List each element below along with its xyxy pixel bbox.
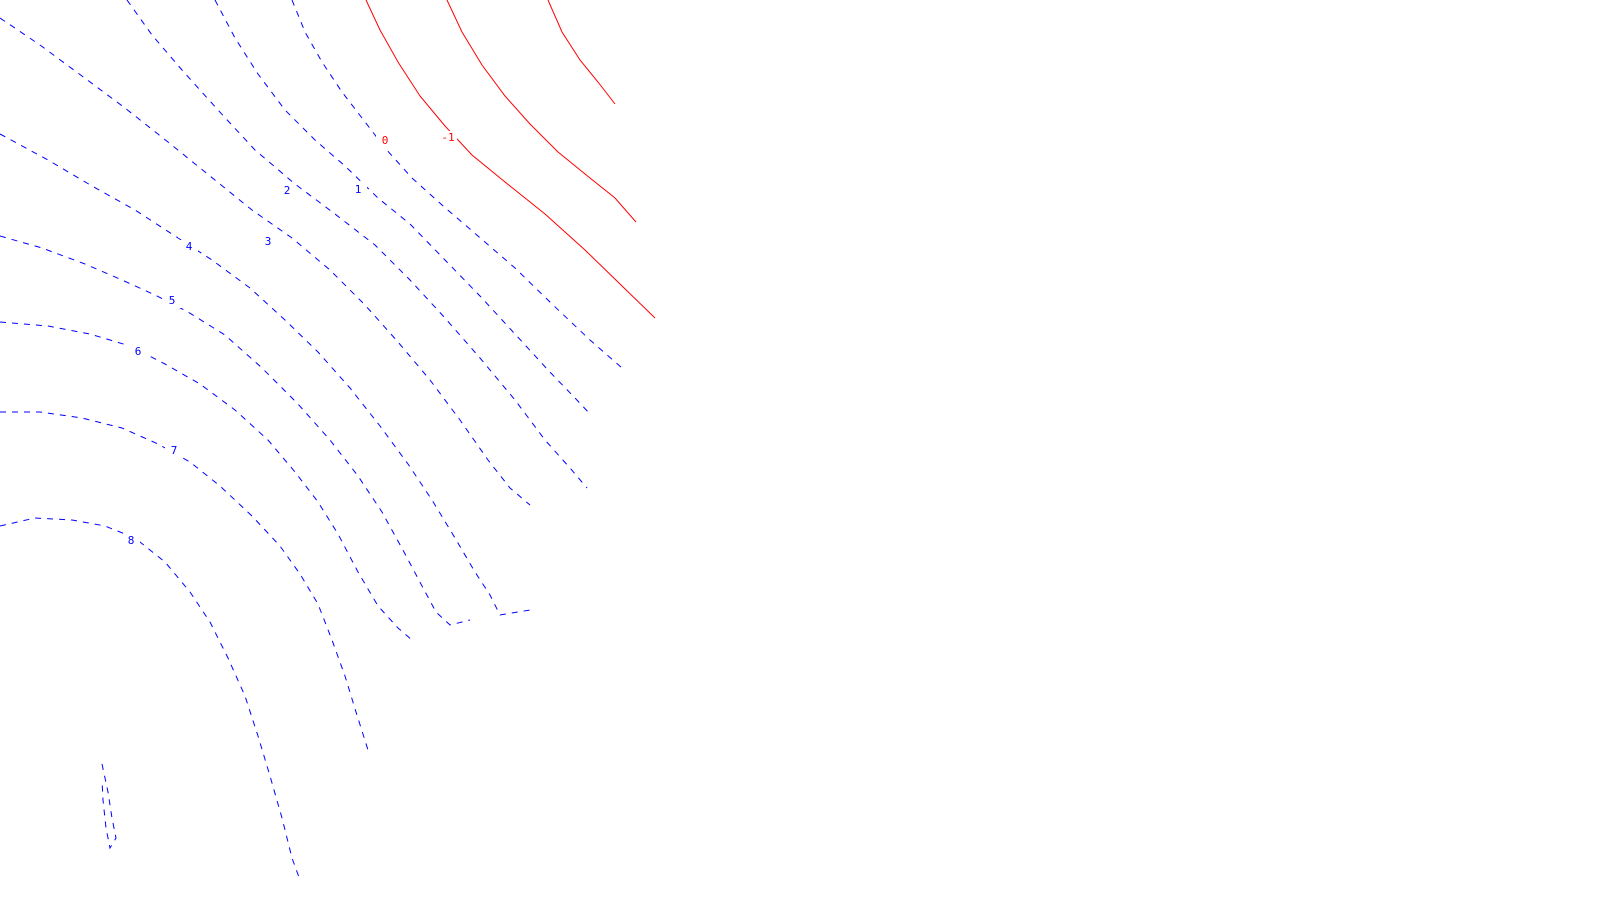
contour-line-p3 [126,0,588,489]
contour-label-bg-p8 [122,534,140,548]
contour-line-z0 [365,0,656,319]
contour-label-m1: -1 [441,131,454,144]
contour-label-p5: 5 [169,294,176,307]
contour-label-bg-p3 [259,235,277,249]
contour-label-bg-p2 [278,184,296,198]
contour-line-m1 [446,0,637,223]
contour-line-p4 [0,17,531,506]
contour-line-p1 [291,0,623,369]
contour-label-bg-p5 [163,294,181,308]
contour-label-p8: 8 [128,534,135,547]
contour-label-p1: 1 [355,183,362,196]
contour-line-p2 [214,0,591,415]
contour-label-bg-p7 [165,444,183,458]
contour-label-p6: 6 [135,345,142,358]
contour-line-p7 [0,321,413,641]
contour-line-m2 [547,0,616,105]
contour-line-p9-seg1 [101,763,117,850]
contour-label-p7: 7 [171,444,178,457]
contour-lines [0,0,656,881]
contour-label-bg-p1 [349,183,367,197]
contour-labels: -1 0 1 2 3 4 5 6 7 8 [122,131,457,548]
contour-label-bg-m1 [439,131,457,145]
contour-line-p8 [0,411,369,751]
contour-label-p2: 2 [284,184,291,197]
contour-line-p6 [0,235,471,626]
contour-label-z0: 0 [382,134,389,147]
contour-label-bg-p4 [180,240,198,254]
contour-label-p4: 4 [186,240,193,253]
contour-line-p5 [0,133,531,616]
contour-label-bg-p6 [129,345,147,359]
contour-line-p9-seg0 [0,517,301,881]
contour-label-bg-z0 [376,134,394,148]
contour-label-p3: 3 [265,235,272,248]
